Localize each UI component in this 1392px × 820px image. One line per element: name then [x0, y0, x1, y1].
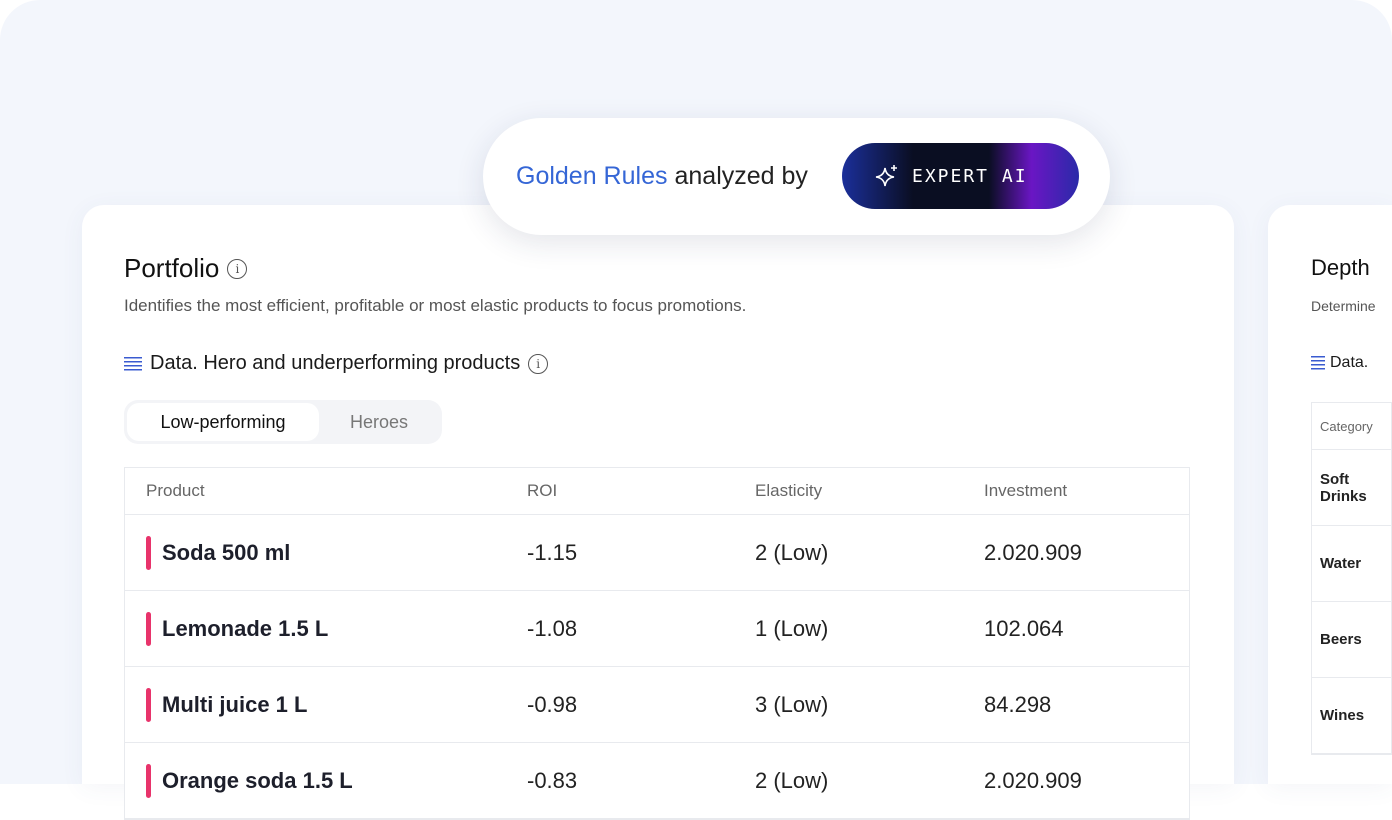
info-icon[interactable]: i [227, 258, 248, 279]
golden-rules-banner: Golden Rules analyzed by EXPERT AI [483, 118, 1110, 235]
status-bar [146, 611, 151, 646]
roi-value: -0.98 [527, 691, 578, 717]
status-bar [146, 535, 151, 570]
portfolio-title: Portfolio i [124, 253, 248, 284]
product-name: Orange soda 1.5 L [162, 767, 353, 793]
roi-value: -0.83 [527, 767, 578, 793]
category-name: Soft Drinks [1320, 470, 1367, 505]
expert-ai-label: EXPERT AI [912, 165, 1028, 187]
investment-value: 2.020.909 [984, 767, 1082, 793]
column-header-category[interactable]: Category [1320, 418, 1373, 434]
table-row[interactable]: Wines [1312, 678, 1391, 754]
column-header-elasticity[interactable]: Elasticity [755, 481, 823, 500]
table-row[interactable]: Water [1312, 526, 1391, 602]
portfolio-title-text: Portfolio [124, 253, 220, 283]
product-name: Lemonade 1.5 L [162, 615, 329, 641]
products-table: Product ROI Elasticity Investment Soda 5… [124, 467, 1190, 820]
list-icon [124, 356, 142, 371]
depth-section-title: Data. [1311, 354, 1368, 372]
investment-value: 102.064 [984, 615, 1064, 641]
elasticity-value: 1 (Low) [755, 615, 829, 641]
category-table: Category Soft Drinks Water Beers Wines [1311, 402, 1392, 755]
elasticity-value: 2 (Low) [755, 767, 829, 793]
roi-value: -1.08 [527, 615, 578, 641]
roi-value: -1.15 [527, 539, 578, 565]
table-header: Category [1312, 403, 1391, 450]
elasticity-value: 2 (Low) [755, 539, 829, 565]
table-row[interactable]: Multi juice 1 L -0.98 3 (Low) 84.298 [125, 667, 1189, 743]
investment-value: 84.298 [984, 691, 1052, 717]
tab-heroes[interactable]: Heroes [349, 411, 409, 432]
product-name: Soda 500 ml [162, 539, 291, 565]
table-row[interactable]: Soft Drinks [1312, 450, 1391, 526]
status-bar [146, 763, 151, 798]
performance-tabs: Low-performing Heroes [124, 400, 442, 444]
sparkle-icon [875, 165, 897, 187]
category-name: Water [1320, 555, 1362, 572]
category-name: Beers [1320, 631, 1362, 648]
depth-description: Determine [1311, 298, 1376, 314]
column-header-product[interactable]: Product [146, 481, 205, 500]
section-title-text: Data. Hero and underperforming products [150, 352, 521, 374]
tab-low-performing[interactable]: Low-performing [127, 403, 319, 441]
portfolio-description: Identifies the most efficient, profitabl… [124, 296, 747, 315]
status-bar [146, 687, 151, 722]
table-row[interactable]: Soda 500 ml -1.15 2 (Low) 2.020.909 [125, 515, 1189, 591]
info-icon[interactable]: i [528, 353, 549, 374]
depth-section-title-text: Data. [1330, 354, 1369, 371]
table-header: Product ROI Elasticity Investment [125, 468, 1189, 515]
analyzed-by-label: analyzed by [674, 162, 808, 190]
expert-ai-button[interactable]: EXPERT AI [842, 143, 1079, 209]
product-name: Multi juice 1 L [162, 691, 308, 717]
column-header-roi[interactable]: ROI [527, 481, 558, 500]
depth-card: Depth Determine Data. Category Soft Drin… [1268, 205, 1392, 784]
column-header-investment[interactable]: Investment [984, 481, 1068, 500]
list-icon [1311, 356, 1325, 370]
investment-value: 2.020.909 [984, 539, 1082, 565]
elasticity-value: 3 (Low) [755, 691, 829, 717]
depth-title: Depth [1311, 255, 1370, 280]
category-name: Wines [1320, 707, 1365, 724]
portfolio-card: Portfolio i Identifies the most efficien… [82, 205, 1234, 820]
section-title: Data. Hero and underperforming products … [124, 352, 549, 375]
table-row[interactable]: Lemonade 1.5 L -1.08 1 (Low) 102.064 [125, 591, 1189, 667]
table-row[interactable]: Orange soda 1.5 L -0.83 2 (Low) 2.020.90… [125, 743, 1189, 819]
golden-rules-label: Golden Rules [516, 162, 668, 190]
table-row[interactable]: Beers [1312, 602, 1391, 678]
